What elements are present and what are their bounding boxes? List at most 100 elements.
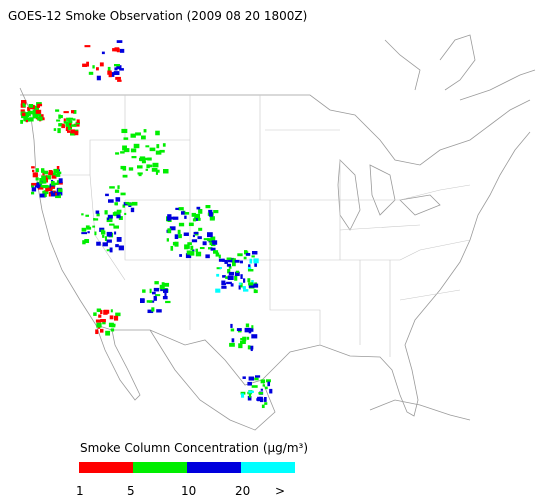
smoke-pixel: [192, 218, 197, 222]
smoke-pixel: [45, 187, 49, 192]
smoke-pixel: [42, 179, 47, 184]
smoke-pixel: [242, 286, 246, 290]
smoke-pixel: [122, 166, 127, 171]
smoke-pixel: [50, 181, 55, 186]
smoke-pixel: [67, 130, 71, 133]
smoke-pixel: [215, 288, 221, 293]
smoke-pixel: [230, 283, 234, 287]
smoke-pixel: [218, 258, 225, 262]
smoke-pixel: [110, 328, 115, 332]
smoke-pixel: [188, 222, 194, 227]
smoke-pixel: [230, 328, 235, 332]
smoke-pixel: [119, 48, 125, 53]
smoke-pixel: [51, 175, 57, 179]
smoke-pixel: [56, 166, 60, 170]
smoke-pixel: [183, 232, 189, 236]
smoke-pixel: [234, 275, 238, 281]
smoke-pixel: [153, 287, 160, 292]
smoke-pixel: [85, 214, 90, 217]
smoke-pixel: [198, 209, 203, 214]
smoke-pixel: [85, 225, 90, 229]
smoke-pixel: [61, 123, 65, 127]
smoke-pixel: [237, 330, 242, 333]
smoke-pixel: [170, 246, 174, 251]
smoke-pixel: [251, 385, 258, 388]
smoke-pixel: [72, 118, 76, 121]
smoke-pixel: [109, 72, 115, 77]
smoke-pixel: [109, 186, 115, 189]
smoke-pixel: [23, 116, 28, 122]
smoke-pixel: [96, 241, 101, 246]
smoke-pixel: [59, 124, 64, 127]
legend-tick-label: 1: [76, 484, 84, 498]
smoke-pixel: [207, 232, 213, 238]
smoke-pixel: [264, 386, 268, 390]
smoke-pixel: [156, 309, 162, 313]
smoke-pixel: [228, 266, 232, 269]
smoke-pixel: [58, 178, 63, 184]
smoke-pixel: [175, 207, 179, 210]
smoke-pixel: [226, 281, 232, 285]
smoke-pixel: [131, 201, 138, 206]
smoke-pixel: [70, 131, 76, 136]
smoke-pixel: [163, 288, 169, 293]
smoke-pixel: [130, 133, 136, 138]
smoke-pixel: [114, 315, 119, 321]
smoke-pixel: [70, 129, 75, 134]
smoke-pixel: [221, 285, 227, 289]
smoke-pixel: [35, 177, 39, 181]
smoke-pixel: [112, 48, 118, 52]
smoke-pixel: [70, 127, 73, 130]
smoke-pixel: [25, 119, 28, 123]
smoke-pixel: [92, 225, 96, 228]
smoke-pixel: [238, 343, 243, 349]
smoke-pixel: [102, 242, 108, 247]
smoke-pixel: [115, 197, 121, 202]
smoke-pixel: [254, 377, 259, 381]
smoke-pixel: [98, 314, 102, 318]
smoke-pixel: [122, 204, 126, 208]
smoke-pixel: [60, 115, 63, 119]
legend-swatch: [241, 462, 295, 473]
smoke-pixel: [37, 103, 43, 107]
smoke-pixel: [66, 117, 71, 121]
smoke-pixel: [194, 213, 201, 219]
smoke-pixel: [49, 183, 55, 189]
smoke-pixel: [152, 291, 156, 295]
smoke-pixel: [28, 117, 34, 122]
smoke-pixel: [102, 234, 105, 238]
smoke-pixel: [186, 250, 191, 255]
smoke-pixel: [31, 191, 35, 195]
smoke-pixel: [205, 254, 210, 259]
smoke-pixel: [121, 128, 128, 134]
smoke-pixel: [242, 336, 247, 342]
smoke-pixel: [101, 230, 106, 235]
smoke-pixel: [133, 143, 140, 149]
smoke-pixel: [57, 188, 63, 193]
smoke-pixel: [159, 149, 165, 153]
smoke-pixel: [167, 214, 172, 219]
smoke-pixel: [56, 119, 61, 122]
smoke-pixel: [35, 106, 40, 112]
smoke-pixel: [147, 309, 154, 314]
smoke-pixel: [257, 396, 262, 402]
smoke-pixel: [84, 239, 90, 244]
smoke-pixel: [106, 239, 112, 243]
smoke-pixel: [95, 210, 100, 214]
smoke-pixel: [227, 275, 234, 280]
smoke-pixel: [213, 250, 219, 254]
smoke-pixel: [247, 396, 252, 401]
smoke-pixel: [164, 292, 167, 298]
smoke-pixel: [212, 240, 218, 245]
smoke-pixel: [118, 216, 123, 220]
smoke-pixel: [86, 61, 90, 67]
smoke-pixel: [151, 168, 158, 172]
smoke-pixel: [113, 225, 120, 229]
smoke-pixel: [116, 40, 123, 43]
smoke-pixel: [253, 283, 259, 288]
smoke-pixel: [218, 254, 221, 259]
smoke-pixel: [58, 114, 61, 119]
smoke-pixel: [153, 295, 157, 301]
smoke-pixel: [84, 45, 91, 48]
smoke-pixel: [131, 156, 137, 159]
